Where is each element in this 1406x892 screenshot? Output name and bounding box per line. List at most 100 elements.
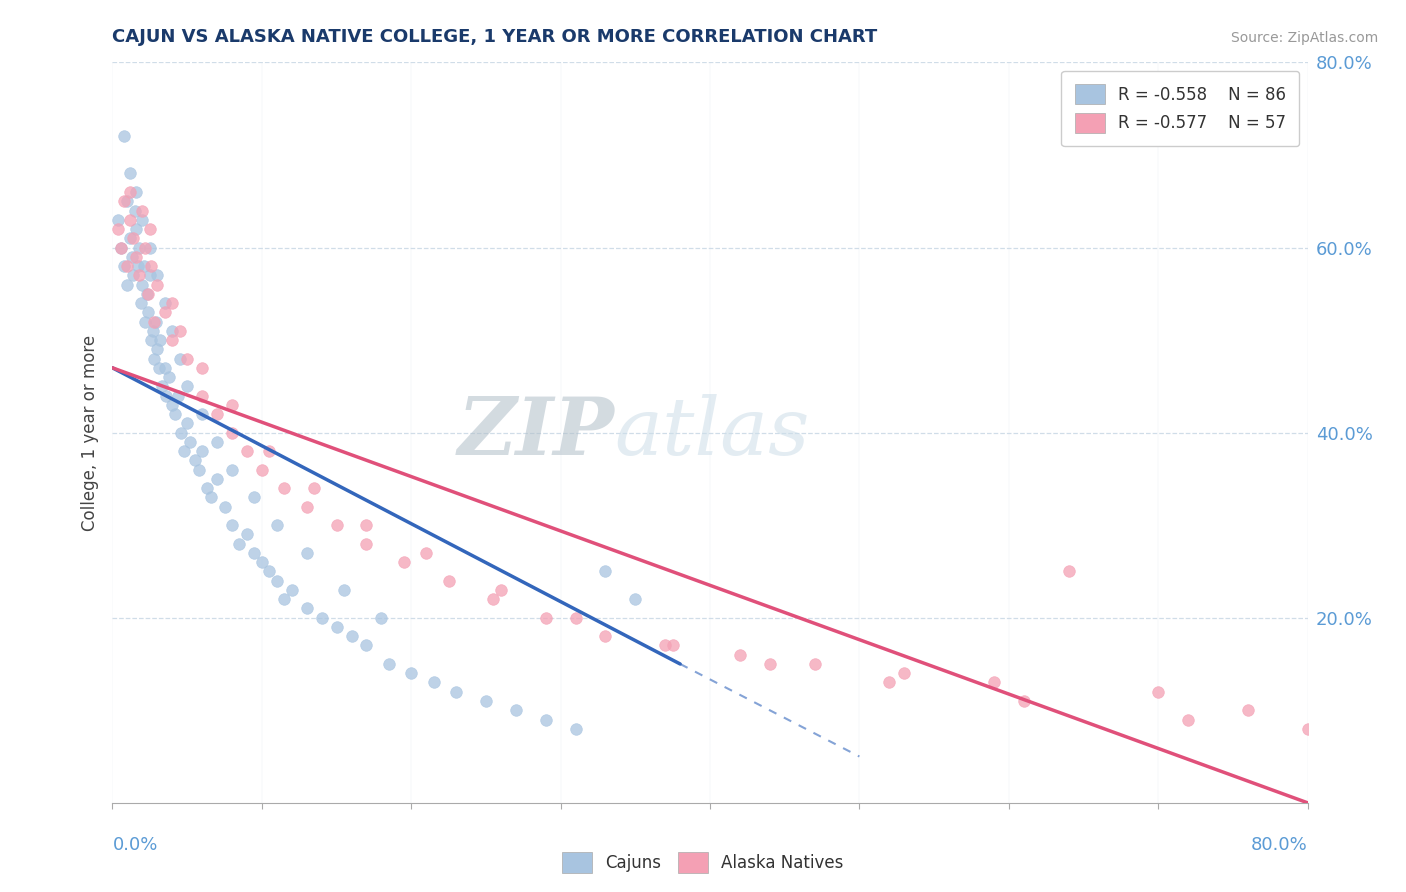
Point <box>131 277 153 292</box>
Point <box>114 194 135 209</box>
Point <box>564 722 586 736</box>
Point <box>120 212 142 227</box>
Point <box>107 222 129 236</box>
Point <box>117 194 139 209</box>
Point <box>259 565 281 579</box>
Point <box>243 546 266 560</box>
Point <box>200 491 222 505</box>
Point <box>162 398 183 412</box>
Point <box>295 500 318 514</box>
Point <box>191 407 214 421</box>
Point <box>143 351 166 366</box>
Text: atlas: atlas <box>614 394 810 471</box>
Point <box>131 203 153 218</box>
Point <box>236 527 259 541</box>
Point <box>110 240 132 255</box>
Point <box>311 610 333 624</box>
Point <box>139 222 162 236</box>
Point <box>295 601 318 615</box>
Point <box>114 129 135 144</box>
Point <box>110 240 132 255</box>
Point <box>273 592 295 607</box>
Point <box>879 675 901 690</box>
Point <box>333 582 356 597</box>
Point <box>131 212 153 227</box>
Point <box>153 360 176 375</box>
Point <box>273 481 295 495</box>
Point <box>138 305 160 319</box>
Point <box>534 610 557 624</box>
Text: Source: ZipAtlas.com: Source: ZipAtlas.com <box>1230 31 1378 45</box>
Point <box>221 398 243 412</box>
Point <box>243 491 266 505</box>
Point <box>139 268 162 283</box>
Point <box>167 388 190 402</box>
Point <box>489 582 512 597</box>
Text: 80.0%: 80.0% <box>1251 836 1308 855</box>
Point <box>401 666 423 681</box>
Point <box>624 592 647 607</box>
Point <box>128 240 150 255</box>
Point <box>205 472 228 486</box>
Point <box>1237 703 1260 717</box>
Y-axis label: College, 1 year or more: College, 1 year or more <box>80 334 98 531</box>
Point <box>121 250 143 264</box>
Point <box>1057 565 1080 579</box>
Point <box>120 185 142 199</box>
Point <box>149 333 172 347</box>
Point <box>191 360 214 375</box>
Point <box>214 500 236 514</box>
Text: CAJUN VS ALASKA NATIVE COLLEGE, 1 YEAR OR MORE CORRELATION CHART: CAJUN VS ALASKA NATIVE COLLEGE, 1 YEAR O… <box>112 28 877 45</box>
Point <box>191 388 214 402</box>
Point <box>173 444 195 458</box>
Point <box>157 370 180 384</box>
Point <box>1296 722 1319 736</box>
Point <box>893 666 915 681</box>
Point <box>505 703 527 717</box>
Point <box>134 240 156 255</box>
Point <box>183 453 205 467</box>
Point <box>165 407 187 421</box>
Point <box>325 518 347 533</box>
Point <box>188 462 211 476</box>
Point <box>170 425 193 440</box>
Point <box>266 518 288 533</box>
Point <box>482 592 505 607</box>
Point <box>127 259 149 273</box>
Point <box>236 444 259 458</box>
Point <box>117 277 139 292</box>
Point <box>114 259 135 273</box>
Point <box>162 324 183 338</box>
Point <box>122 268 145 283</box>
Point <box>120 231 142 245</box>
Point <box>153 305 176 319</box>
Point <box>221 518 243 533</box>
Point <box>475 694 498 708</box>
Point <box>1012 694 1035 708</box>
Point <box>595 629 617 643</box>
Text: ZIP: ZIP <box>457 394 614 471</box>
Point <box>191 444 214 458</box>
Point <box>250 555 273 569</box>
Point <box>221 425 243 440</box>
Point <box>146 343 169 357</box>
Point <box>138 286 160 301</box>
Point <box>153 296 176 310</box>
Point <box>176 379 198 393</box>
Point <box>1177 713 1199 727</box>
Point <box>437 574 460 588</box>
Point <box>356 518 378 533</box>
Point <box>169 351 191 366</box>
Point <box>143 314 166 328</box>
Point <box>661 639 683 653</box>
Legend: Cajuns, Alaska Natives: Cajuns, Alaska Natives <box>555 846 851 880</box>
Point <box>146 277 169 292</box>
Point <box>378 657 401 671</box>
Point <box>534 713 557 727</box>
Point <box>162 296 183 310</box>
Point <box>139 240 162 255</box>
Point <box>295 546 318 560</box>
Point <box>422 675 444 690</box>
Point <box>135 286 157 301</box>
Point <box>340 629 363 643</box>
